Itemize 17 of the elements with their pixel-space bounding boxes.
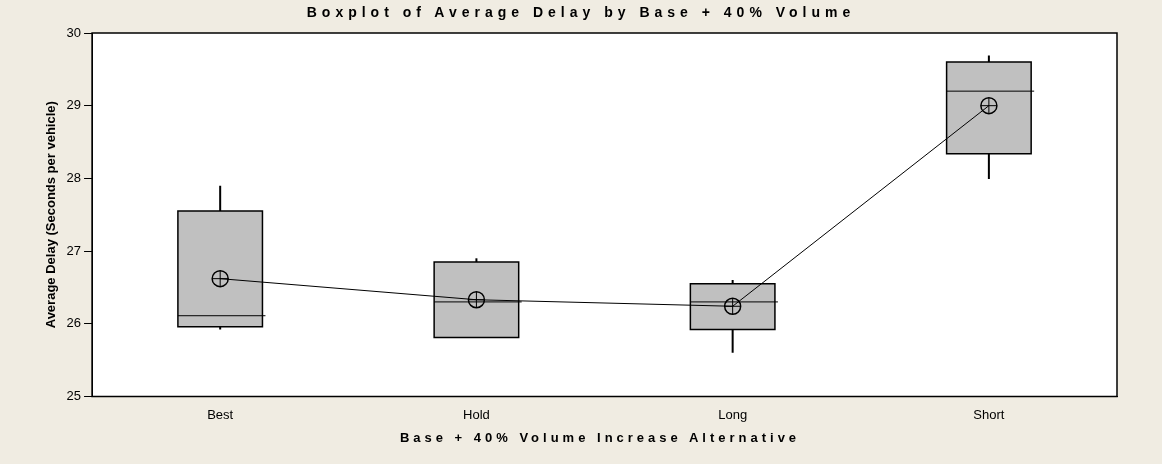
y-tick-label: 29 <box>66 97 82 113</box>
x-tick-label: Long <box>718 406 748 422</box>
x-tick-label: Best <box>207 406 234 422</box>
point <box>980 96 998 115</box>
point <box>467 290 486 309</box>
y-tick-label: 30 <box>66 24 82 40</box>
y-tick-label: 26 <box>66 315 82 331</box>
x-tick-label: Short <box>973 406 1005 422</box>
point <box>211 269 229 288</box>
y-axis-title: Average Delay (Seconds per vehicle) <box>43 101 59 329</box>
y-tick-label: 27 <box>66 242 82 258</box>
chart-title: Boxplot of Average Delay by Base + 40% Volume <box>305 4 857 20</box>
y-tick-label: 28 <box>66 169 82 185</box>
x-tick-label: Hold <box>463 406 490 422</box>
x-axis-title: Base + 40% Volume Increase Alternative <box>398 430 802 445</box>
y-tick-label: 25 <box>66 387 82 403</box>
point <box>723 297 742 316</box>
